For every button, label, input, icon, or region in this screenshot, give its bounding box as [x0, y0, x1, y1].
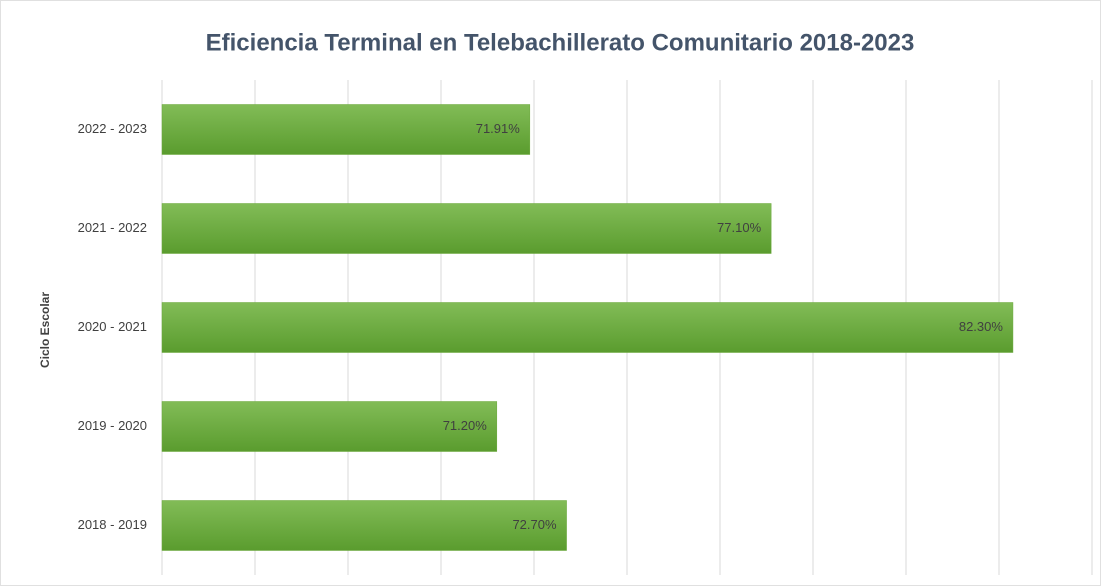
data-label: 71.20%	[443, 418, 488, 433]
y-axis-title: Ciclo Escolar	[38, 292, 52, 368]
bar	[161, 203, 772, 254]
bar	[161, 401, 498, 452]
bar	[161, 302, 1014, 353]
y-tick-label: 2019 - 2020	[78, 418, 147, 433]
bar	[161, 104, 531, 155]
data-label: 82.30%	[959, 319, 1004, 334]
chart-title: Eficiencia Terminal en Telebachillerato …	[206, 29, 915, 56]
data-label: 77.10%	[717, 220, 762, 235]
y-tick-label: 2021 - 2022	[78, 220, 147, 235]
y-tick-label: 2022 - 2023	[78, 121, 147, 136]
bar	[161, 500, 567, 551]
data-label: 71.91%	[476, 121, 521, 136]
data-label: 72.70%	[512, 517, 557, 532]
y-tick-label: 2020 - 2021	[78, 319, 147, 334]
y-tick-label: 2018 - 2019	[78, 517, 147, 532]
